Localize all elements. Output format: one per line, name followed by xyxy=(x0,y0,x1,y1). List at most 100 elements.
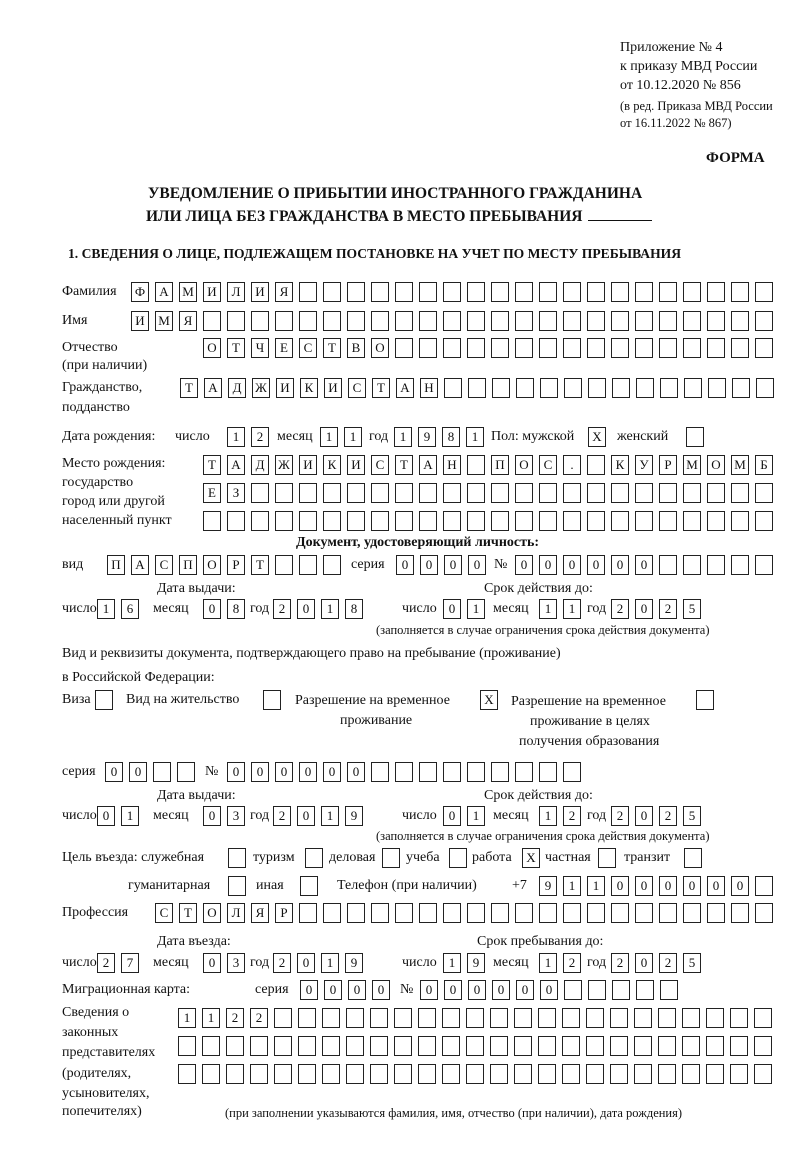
patronymic-cell[interactable] xyxy=(419,338,437,358)
permit-series-cell[interactable] xyxy=(153,762,171,782)
reps-row2-cell[interactable] xyxy=(442,1036,460,1056)
name-cell[interactable] xyxy=(395,311,413,331)
sex-male-checkbox[interactable]: X xyxy=(588,427,606,447)
name-cell[interactable] xyxy=(683,311,701,331)
reps-row2-cell[interactable] xyxy=(730,1036,748,1056)
surname-cell[interactable] xyxy=(731,282,749,302)
birthplace-row3-cell[interactable] xyxy=(755,511,773,531)
birth-year-cell[interactable]: 1 xyxy=(394,427,412,447)
birthplace-row2-cell[interactable] xyxy=(563,483,581,503)
phone-cell[interactable]: 0 xyxy=(683,876,701,896)
birthplace-row2-cell[interactable] xyxy=(587,483,605,503)
profession-cell[interactable] xyxy=(539,903,557,923)
entry-day-cell[interactable]: 2 xyxy=(97,953,115,973)
phone-cell[interactable] xyxy=(755,876,773,896)
reps-row1-cell[interactable] xyxy=(274,1008,292,1028)
patronymic-cell[interactable] xyxy=(443,338,461,358)
reps-row3-cell[interactable] xyxy=(586,1064,604,1084)
citizenship-cell[interactable] xyxy=(492,378,510,398)
birthplace-row1-cell[interactable]: О xyxy=(707,455,725,475)
citizenship-cell[interactable]: А xyxy=(396,378,414,398)
reps-row2-cell[interactable] xyxy=(298,1036,316,1056)
reps-row1-cell[interactable] xyxy=(298,1008,316,1028)
purpose-tourism-checkbox[interactable] xyxy=(305,848,323,868)
purpose-business-checkbox[interactable] xyxy=(382,848,400,868)
name-cell[interactable] xyxy=(275,311,293,331)
name-cell[interactable] xyxy=(491,311,509,331)
profession-cell[interactable]: С xyxy=(155,903,173,923)
citizenship-cell[interactable]: И xyxy=(276,378,294,398)
doc-issue-year-cell[interactable]: 2 xyxy=(273,599,291,619)
residence-permit-checkbox[interactable] xyxy=(263,690,281,710)
birthplace-row1-cell[interactable]: Б xyxy=(755,455,773,475)
permit-number-cell[interactable] xyxy=(539,762,557,782)
profession-cell[interactable] xyxy=(563,903,581,923)
reps-row1-cell[interactable] xyxy=(394,1008,412,1028)
profession-cell[interactable] xyxy=(635,903,653,923)
profession-cell[interactable] xyxy=(587,903,605,923)
profession-cell[interactable] xyxy=(323,903,341,923)
patronymic-cell[interactable] xyxy=(683,338,701,358)
surname-cell[interactable] xyxy=(707,282,725,302)
permit-valid-day-cell[interactable]: 1 xyxy=(467,806,485,826)
birthplace-row2-cell[interactable] xyxy=(611,483,629,503)
doc-number-cell[interactable] xyxy=(731,555,749,575)
patronymic-cell[interactable]: О xyxy=(371,338,389,358)
stay-year-cell[interactable]: 5 xyxy=(683,953,701,973)
reps-row1-cell[interactable] xyxy=(610,1008,628,1028)
permit-number-cell[interactable] xyxy=(491,762,509,782)
reps-row1-cell[interactable] xyxy=(346,1008,364,1028)
profession-cell[interactable] xyxy=(419,903,437,923)
birthplace-row3-cell[interactable] xyxy=(467,511,485,531)
temp-residence-checkbox[interactable]: X xyxy=(480,690,498,710)
surname-cell[interactable]: И xyxy=(251,282,269,302)
name-cell[interactable] xyxy=(515,311,533,331)
citizenship-cell[interactable] xyxy=(732,378,750,398)
reps-row3-cell[interactable] xyxy=(322,1064,340,1084)
stay-year-cell[interactable]: 2 xyxy=(611,953,629,973)
name-cell[interactable] xyxy=(563,311,581,331)
birthplace-row2-cell[interactable] xyxy=(491,483,509,503)
birthplace-row3-cell[interactable] xyxy=(227,511,245,531)
birth-year-cell[interactable]: 8 xyxy=(442,427,460,447)
mig-number-cell[interactable]: 0 xyxy=(492,980,510,1000)
phone-cell[interactable]: 0 xyxy=(611,876,629,896)
permit-valid-year-cell[interactable]: 5 xyxy=(683,806,701,826)
mig-number-cell[interactable]: 0 xyxy=(420,980,438,1000)
reps-row3-cell[interactable] xyxy=(610,1064,628,1084)
doc-series-cell[interactable]: 0 xyxy=(420,555,438,575)
birthplace-row3-cell[interactable] xyxy=(203,511,221,531)
reps-row1-cell[interactable] xyxy=(418,1008,436,1028)
patronymic-cell[interactable]: Ч xyxy=(251,338,269,358)
birthplace-row3-cell[interactable] xyxy=(707,511,725,531)
birthplace-row1-cell[interactable]: И xyxy=(347,455,365,475)
birth-day-cell[interactable]: 1 xyxy=(227,427,245,447)
surname-cell[interactable] xyxy=(347,282,365,302)
patronymic-cell[interactable]: В xyxy=(347,338,365,358)
mig-number-cell[interactable]: 0 xyxy=(468,980,486,1000)
reps-row2-cell[interactable] xyxy=(322,1036,340,1056)
reps-row3-cell[interactable] xyxy=(658,1064,676,1084)
birthplace-row3-cell[interactable] xyxy=(515,511,533,531)
reps-row3-cell[interactable] xyxy=(514,1064,532,1084)
purpose-private-checkbox[interactable] xyxy=(598,848,616,868)
reps-row2-cell[interactable] xyxy=(418,1036,436,1056)
doc-type-cell[interactable]: С xyxy=(155,555,173,575)
patronymic-cell[interactable] xyxy=(515,338,533,358)
reps-row1-cell[interactable] xyxy=(682,1008,700,1028)
surname-cell[interactable] xyxy=(683,282,701,302)
name-cell[interactable] xyxy=(659,311,677,331)
permit-series-cell[interactable] xyxy=(177,762,195,782)
birthplace-row1-cell[interactable]: С xyxy=(539,455,557,475)
birth-day-cell[interactable]: 2 xyxy=(251,427,269,447)
doc-issue-year-cell[interactable]: 8 xyxy=(345,599,363,619)
surname-cell[interactable]: Л xyxy=(227,282,245,302)
citizenship-cell[interactable] xyxy=(540,378,558,398)
citizenship-cell[interactable]: Д xyxy=(228,378,246,398)
reps-row1-cell[interactable]: 2 xyxy=(226,1008,244,1028)
reps-row3-cell[interactable] xyxy=(730,1064,748,1084)
phone-cell[interactable]: 0 xyxy=(635,876,653,896)
reps-row3-cell[interactable] xyxy=(538,1064,556,1084)
birthplace-row1-cell[interactable] xyxy=(587,455,605,475)
surname-cell[interactable]: М xyxy=(179,282,197,302)
